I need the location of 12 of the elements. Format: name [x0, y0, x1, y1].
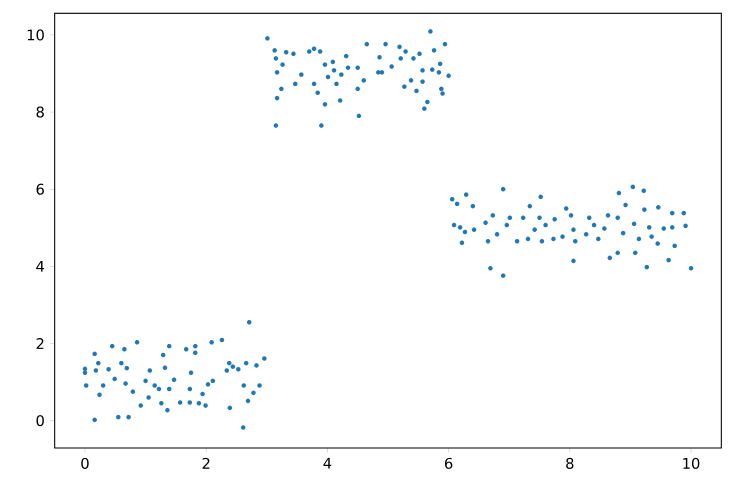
- y-tick-label: 6: [36, 184, 44, 195]
- x-tick-label: 2: [202, 458, 210, 469]
- y-tick-label: 8: [36, 106, 44, 118]
- y-tick-label: 10: [28, 29, 44, 40]
- x-tick-label: 4: [323, 458, 332, 468]
- x-tick-label: 6: [444, 458, 452, 469]
- y-tick-label: 0: [36, 415, 44, 426]
- x-tick-label: 10: [683, 458, 700, 469]
- x-tick-label: 8: [566, 458, 574, 469]
- y-tick-label: 4: [36, 260, 44, 272]
- y-tick-label: 2: [36, 338, 44, 349]
- x-tick-label: 0: [81, 458, 89, 469]
